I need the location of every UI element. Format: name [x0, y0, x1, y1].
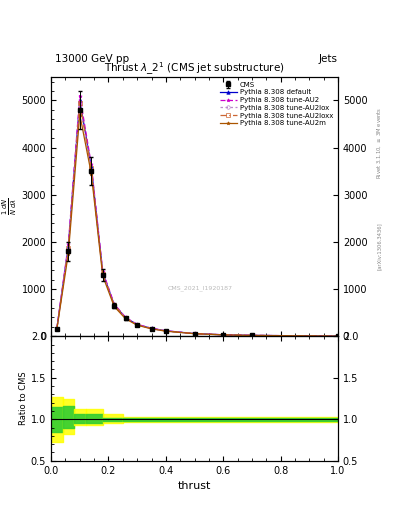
- Pythia 8.308 tune-AU2: [192, 330, 197, 336]
- Pythia 8.308 default: [163, 328, 168, 334]
- Pythia 8.308 default: [89, 163, 94, 169]
- Pythia 8.308 default: [135, 322, 140, 328]
- Pythia 8.308 tune-AU2lox: [55, 326, 59, 332]
- Pythia 8.308 tune-AU2loxx: [55, 326, 59, 332]
- Pythia 8.308 tune-AU2: [123, 314, 128, 321]
- Pythia 8.308 tune-AU2: [163, 328, 168, 334]
- Y-axis label: $\frac{1}{N}\frac{dN}{d\lambda}$: $\frac{1}{N}\frac{dN}{d\lambda}$: [0, 198, 19, 216]
- Pythia 8.308 default: [192, 331, 197, 337]
- X-axis label: thrust: thrust: [178, 481, 211, 491]
- Pythia 8.308 tune-AU2m: [336, 333, 340, 339]
- Text: CMS_2021_I1920187: CMS_2021_I1920187: [168, 286, 233, 291]
- Pythia 8.308 tune-AU2m: [100, 273, 105, 279]
- Pythia 8.308 default: [66, 244, 71, 250]
- Pythia 8.308 default: [336, 333, 340, 339]
- Pythia 8.308 default: [100, 269, 105, 275]
- Pythia 8.308 default: [77, 97, 82, 103]
- Pythia 8.308 tune-AU2m: [163, 328, 168, 334]
- Pythia 8.308 tune-AU2loxx: [149, 326, 154, 332]
- Pythia 8.308 default: [221, 332, 226, 338]
- Y-axis label: Ratio to CMS: Ratio to CMS: [19, 372, 28, 425]
- Pythia 8.308 tune-AU2lox: [100, 271, 105, 277]
- Line: Pythia 8.308 default: Pythia 8.308 default: [55, 99, 340, 338]
- Pythia 8.308 tune-AU2loxx: [163, 328, 168, 334]
- Legend: CMS, Pythia 8.308 default, Pythia 8.308 tune-AU2, Pythia 8.308 tune-AU2lox, Pyth: CMS, Pythia 8.308 default, Pythia 8.308 …: [218, 80, 334, 127]
- Pythia 8.308 tune-AU2: [221, 332, 226, 338]
- Pythia 8.308 tune-AU2loxx: [112, 302, 117, 308]
- Pythia 8.308 tune-AU2m: [66, 251, 71, 257]
- Title: Thrust $\lambda\_2^1$ (CMS jet substructure): Thrust $\lambda\_2^1$ (CMS jet substruct…: [104, 60, 285, 77]
- Pythia 8.308 default: [55, 326, 59, 332]
- Pythia 8.308 tune-AU2: [77, 93, 82, 99]
- Pythia 8.308 tune-AU2lox: [123, 315, 128, 322]
- Pythia 8.308 tune-AU2lox: [163, 328, 168, 334]
- Pythia 8.308 tune-AU2lox: [192, 331, 197, 337]
- Text: 13000 GeV pp: 13000 GeV pp: [55, 54, 129, 64]
- Pythia 8.308 tune-AU2loxx: [192, 331, 197, 337]
- Line: Pythia 8.308 tune-AU2m: Pythia 8.308 tune-AU2m: [55, 113, 340, 338]
- Pythia 8.308 tune-AU2m: [89, 170, 94, 177]
- Pythia 8.308 tune-AU2loxx: [221, 332, 226, 338]
- Line: Pythia 8.308 tune-AU2lox: Pythia 8.308 tune-AU2lox: [55, 103, 340, 338]
- Text: Rivet 3.1.10, $\geq$ 3M events: Rivet 3.1.10, $\geq$ 3M events: [375, 107, 383, 180]
- Pythia 8.308 tune-AU2loxx: [135, 322, 140, 328]
- Pythia 8.308 tune-AU2lox: [135, 322, 140, 328]
- Pythia 8.308 tune-AU2m: [123, 316, 128, 322]
- Line: Pythia 8.308 tune-AU2loxx: Pythia 8.308 tune-AU2loxx: [55, 101, 340, 338]
- Pythia 8.308 tune-AU2: [66, 241, 71, 247]
- Pythia 8.308 tune-AU2: [112, 301, 117, 307]
- Pythia 8.308 tune-AU2lox: [250, 332, 254, 338]
- Pythia 8.308 tune-AU2m: [112, 304, 117, 310]
- Pythia 8.308 tune-AU2lox: [336, 333, 340, 339]
- Pythia 8.308 tune-AU2lox: [66, 246, 71, 252]
- Pythia 8.308 tune-AU2loxx: [250, 332, 254, 338]
- Pythia 8.308 tune-AU2m: [149, 326, 154, 332]
- Pythia 8.308 default: [149, 325, 154, 331]
- Pythia 8.308 tune-AU2m: [135, 322, 140, 328]
- Pythia 8.308 tune-AU2lox: [89, 167, 94, 173]
- Line: Pythia 8.308 tune-AU2: Pythia 8.308 tune-AU2: [55, 94, 340, 338]
- Pythia 8.308 tune-AU2m: [55, 326, 59, 332]
- Pythia 8.308 tune-AU2m: [250, 332, 254, 338]
- Pythia 8.308 tune-AU2m: [192, 331, 197, 337]
- Text: [arXiv:1306.3436]: [arXiv:1306.3436]: [377, 222, 382, 270]
- Pythia 8.308 tune-AU2lox: [112, 302, 117, 308]
- Pythia 8.308 tune-AU2loxx: [66, 245, 71, 251]
- Pythia 8.308 tune-AU2: [135, 321, 140, 327]
- Pythia 8.308 tune-AU2: [250, 332, 254, 338]
- Pythia 8.308 tune-AU2: [149, 325, 154, 331]
- Pythia 8.308 tune-AU2: [55, 325, 59, 331]
- Pythia 8.308 tune-AU2: [100, 268, 105, 274]
- Pythia 8.308 tune-AU2m: [77, 112, 82, 118]
- Pythia 8.308 default: [112, 302, 117, 308]
- Pythia 8.308 tune-AU2loxx: [89, 165, 94, 172]
- Pythia 8.308 tune-AU2: [336, 333, 340, 339]
- Pythia 8.308 tune-AU2lox: [149, 326, 154, 332]
- Pythia 8.308 tune-AU2lox: [221, 332, 226, 338]
- Pythia 8.308 tune-AU2: [89, 161, 94, 167]
- Pythia 8.308 tune-AU2loxx: [100, 270, 105, 276]
- Pythia 8.308 tune-AU2loxx: [123, 315, 128, 321]
- Pythia 8.308 tune-AU2loxx: [77, 100, 82, 106]
- Text: Jets: Jets: [319, 54, 338, 64]
- Pythia 8.308 tune-AU2loxx: [336, 333, 340, 339]
- Pythia 8.308 tune-AU2m: [221, 332, 226, 338]
- Pythia 8.308 default: [123, 315, 128, 321]
- Pythia 8.308 default: [250, 332, 254, 338]
- Pythia 8.308 tune-AU2lox: [77, 102, 82, 108]
